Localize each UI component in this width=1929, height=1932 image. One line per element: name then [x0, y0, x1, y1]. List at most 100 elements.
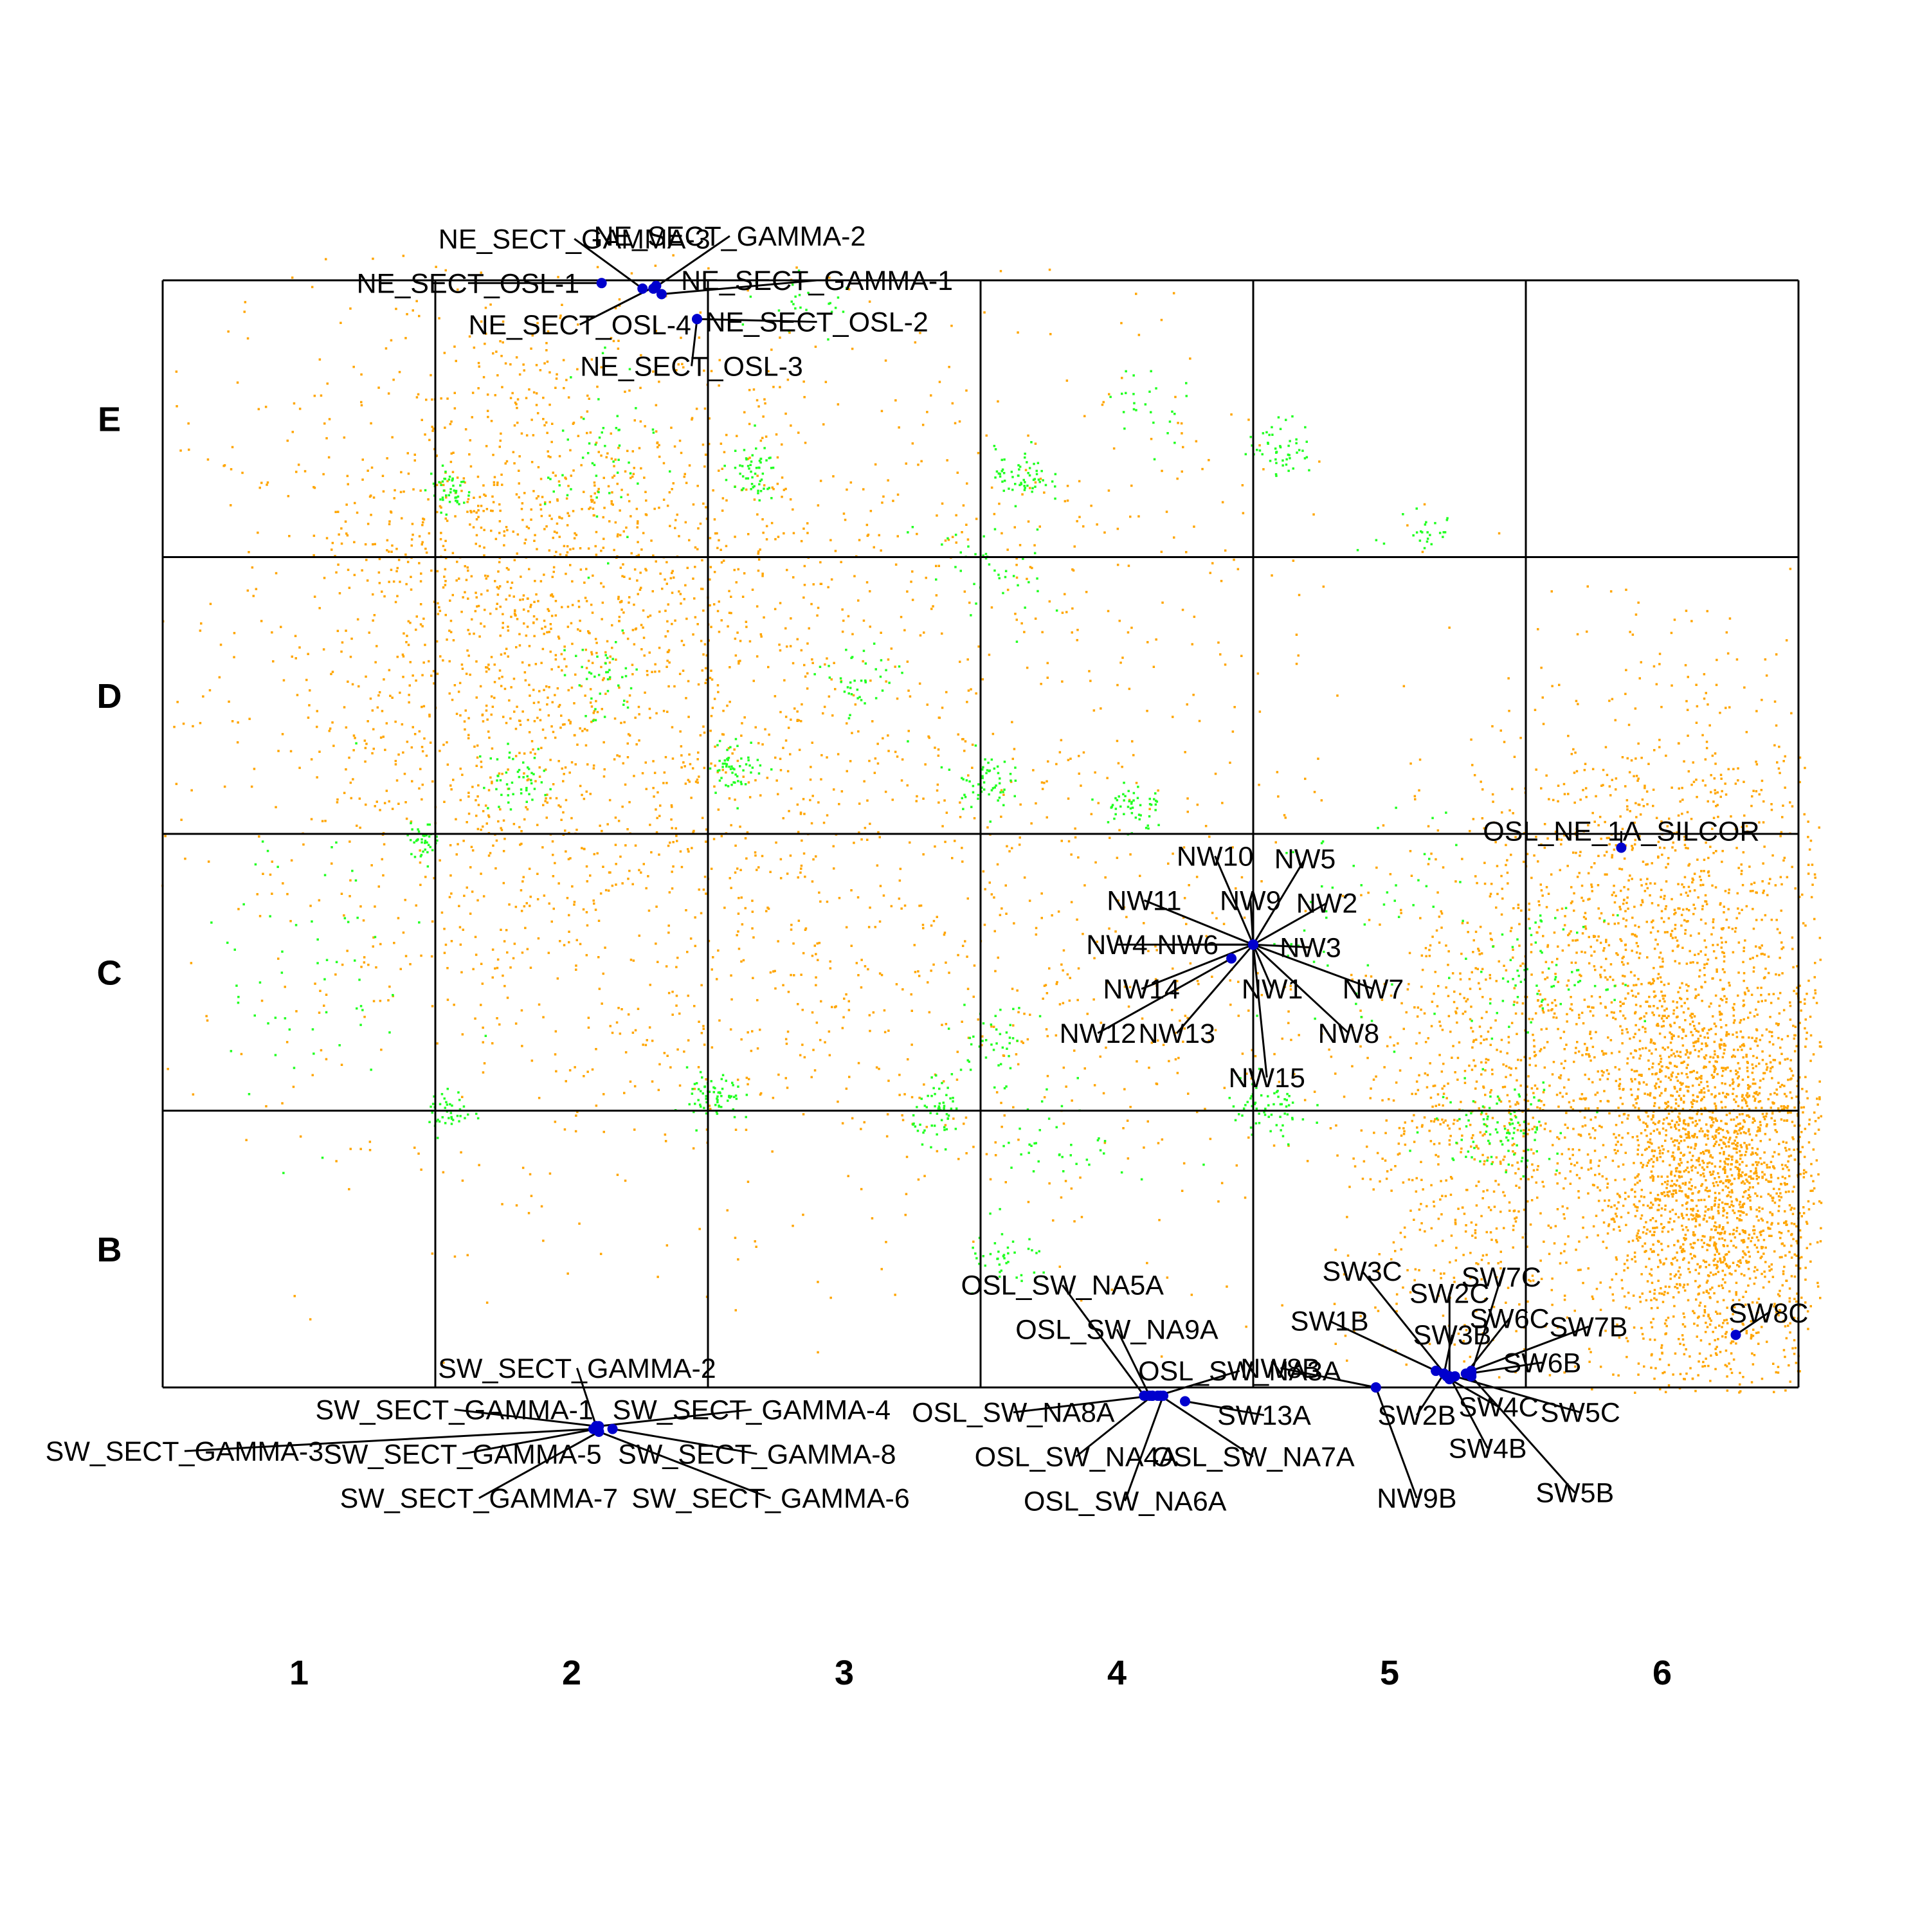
orange-point — [484, 804, 487, 807]
orange-point — [730, 611, 732, 615]
orange-point — [751, 588, 754, 591]
orange-point — [1681, 1037, 1684, 1040]
orange-point — [586, 880, 588, 883]
orange-point — [1748, 1277, 1752, 1280]
orange-point — [680, 766, 683, 769]
orange-point — [885, 1241, 887, 1243]
orange-point — [631, 673, 634, 676]
orange-point — [725, 545, 728, 548]
orange-point — [1780, 1038, 1784, 1041]
orange-point — [462, 477, 466, 480]
orange-point — [926, 703, 928, 706]
orange-point — [1177, 422, 1179, 424]
orange-point — [507, 568, 510, 571]
orange-point — [1743, 1121, 1746, 1123]
orange-point — [457, 288, 459, 291]
orange-point — [412, 726, 414, 728]
orange-point — [956, 1051, 959, 1053]
orange-point — [536, 872, 539, 875]
orange-point — [907, 689, 910, 692]
orange-point — [1707, 1189, 1709, 1193]
orange-point — [1714, 1142, 1717, 1146]
orange-point — [1738, 1218, 1741, 1221]
orange-point — [1224, 664, 1227, 666]
orange-point — [639, 420, 642, 423]
orange-point — [1763, 1270, 1766, 1273]
orange-point — [638, 739, 640, 742]
orange-point — [709, 676, 712, 680]
orange-point — [406, 635, 408, 637]
orange-point — [464, 564, 466, 568]
orange-point — [1748, 1175, 1750, 1178]
orange-point — [666, 561, 668, 564]
orange-point — [331, 548, 333, 551]
orange-point — [1791, 1347, 1794, 1350]
orange-point — [1761, 1171, 1764, 1173]
orange-point — [1587, 1267, 1589, 1270]
orange-point — [571, 885, 574, 888]
orange-point — [406, 741, 409, 743]
orange-point — [763, 398, 766, 401]
orange-point — [684, 473, 686, 476]
orange-point — [1157, 1142, 1160, 1144]
orange-point — [1738, 1175, 1741, 1178]
orange-point — [617, 347, 620, 350]
orange-point — [832, 845, 835, 847]
orange-point — [1100, 707, 1102, 710]
orange-point — [413, 733, 417, 736]
orange-point — [1602, 1144, 1605, 1146]
orange-point — [1709, 1236, 1712, 1239]
orange-point — [1757, 1000, 1760, 1003]
orange-point — [629, 515, 632, 518]
orange-point — [716, 771, 719, 773]
orange-point — [1740, 1146, 1743, 1148]
orange-point — [539, 508, 543, 511]
orange-point — [1208, 835, 1211, 838]
orange-point — [1781, 1284, 1784, 1286]
orange-point — [1784, 1254, 1787, 1257]
orange-point — [1789, 1018, 1792, 1021]
orange-point — [431, 1252, 434, 1255]
orange-point — [1015, 1053, 1018, 1056]
orange-point — [1708, 1116, 1712, 1119]
orange-point — [592, 514, 595, 517]
orange-point — [1703, 1135, 1706, 1137]
orange-point — [1064, 1180, 1067, 1182]
orange-point — [534, 752, 536, 755]
orange-point — [1312, 513, 1315, 516]
orange-point — [1637, 1362, 1640, 1365]
orange-point — [542, 1240, 545, 1242]
orange-point — [1742, 1180, 1744, 1183]
orange-point — [963, 590, 966, 593]
orange-point — [1742, 1296, 1744, 1298]
orange-point — [965, 389, 968, 392]
orange-point — [176, 701, 179, 703]
orange-point — [966, 538, 970, 541]
orange-point — [1192, 694, 1195, 696]
orange-point — [578, 1222, 581, 1225]
orange-point — [1456, 1056, 1460, 1060]
orange-point — [599, 892, 602, 895]
orange-point — [917, 970, 919, 973]
orange-point — [1732, 1244, 1735, 1247]
orange-point — [389, 694, 392, 698]
orange-point — [1793, 1275, 1797, 1278]
orange-point — [717, 949, 720, 952]
orange-point — [363, 739, 367, 742]
orange-point — [662, 782, 665, 784]
orange-point — [1687, 1195, 1690, 1198]
orange-point — [490, 509, 493, 512]
orange-point — [1784, 1389, 1787, 1392]
orange-point — [1719, 1151, 1721, 1155]
orange-point — [703, 369, 705, 372]
orange-point — [487, 415, 489, 419]
orange-point — [844, 518, 847, 521]
orange-point — [1768, 1265, 1771, 1268]
orange-point — [1753, 1353, 1756, 1357]
orange-point — [537, 495, 539, 498]
orange-point — [383, 802, 386, 804]
orange-point — [521, 1045, 523, 1047]
orange-point — [1649, 1219, 1652, 1222]
orange-point — [412, 309, 414, 312]
orange-point — [716, 978, 718, 980]
